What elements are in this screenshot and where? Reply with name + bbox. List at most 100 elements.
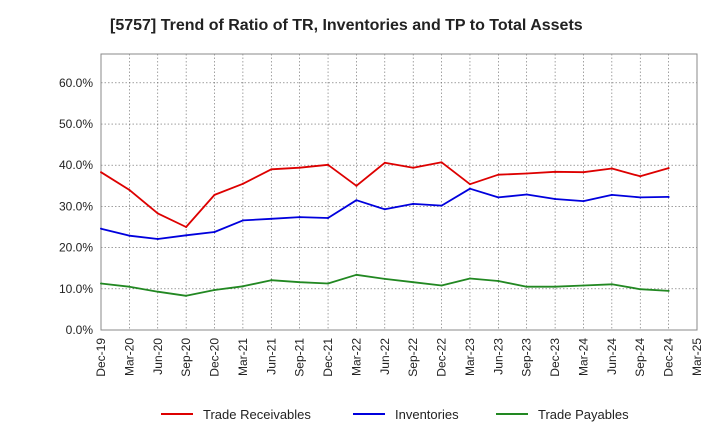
data-point	[582, 284, 585, 287]
x-tick-label: Mar-23	[463, 338, 477, 376]
x-tick-label: Sep-22	[406, 338, 420, 377]
data-point	[554, 170, 557, 173]
legend-item: Inventories	[353, 407, 459, 422]
data-point	[639, 196, 642, 199]
x-tick-label: Mar-21	[236, 338, 250, 376]
data-point	[412, 166, 415, 169]
data-point	[440, 284, 443, 287]
legend-label: Trade Receivables	[203, 407, 311, 422]
data-point	[412, 281, 415, 284]
data-point	[213, 289, 216, 292]
data-point	[639, 288, 642, 291]
data-point	[327, 282, 330, 285]
x-tick-label: Jun-23	[491, 338, 505, 375]
data-point	[667, 167, 670, 170]
y-tick-label: 40.0%	[59, 158, 93, 172]
data-point	[298, 166, 301, 169]
data-point	[582, 171, 585, 174]
data-point	[525, 285, 528, 288]
series-trade-receivables	[100, 161, 670, 229]
x-tick-label: Jun-20	[151, 338, 165, 375]
data-point	[440, 204, 443, 207]
data-point	[270, 217, 273, 220]
data-point	[241, 219, 244, 222]
data-point	[128, 188, 131, 191]
data-point	[610, 193, 613, 196]
data-point	[270, 279, 273, 282]
data-point	[156, 212, 159, 215]
series-inventories	[100, 187, 670, 240]
chart-title: [5757] Trend of Ratio of TR, Inventories…	[110, 17, 583, 34]
y-tick-label: 20.0%	[59, 241, 93, 255]
data-point	[525, 172, 528, 175]
data-point	[554, 285, 557, 288]
x-tick-label: Dec-24	[662, 338, 676, 377]
data-point	[667, 195, 670, 198]
data-point	[128, 234, 131, 237]
x-tick-label: Sep-20	[179, 338, 193, 377]
y-tick-label: 30.0%	[59, 199, 93, 213]
x-tick-label: Sep-21	[293, 338, 307, 377]
x-tick-label: Mar-22	[349, 338, 363, 376]
data-point	[468, 183, 471, 186]
y-tick-label: 10.0%	[59, 282, 93, 296]
series-group	[100, 161, 670, 297]
data-point	[667, 289, 670, 292]
data-point	[156, 290, 159, 293]
legend-item: Trade Receivables	[161, 407, 311, 422]
x-tick-label: Dec-20	[208, 338, 222, 377]
data-point	[383, 277, 386, 280]
data-point	[327, 163, 330, 166]
data-point	[100, 282, 102, 285]
x-tick-label: Dec-22	[435, 338, 449, 377]
legend: Trade Receivables Inventories Trade Payabl…	[161, 407, 629, 422]
x-tick-label: Jun-21	[264, 338, 278, 375]
data-point	[270, 168, 273, 171]
x-tick-label: Jun-24	[605, 338, 619, 375]
x-tick-label: Jun-22	[378, 338, 392, 375]
data-point	[298, 216, 301, 219]
data-point	[327, 216, 330, 219]
x-tick-label: Mar-24	[576, 338, 590, 376]
x-tick-label: Sep-23	[520, 338, 534, 377]
data-point	[468, 187, 471, 190]
x-axis: Dec-19 Mar-20 Jun-20 Sep-20 Dec-20 Mar-21 Jun-…	[94, 338, 704, 377]
x-tick-label: Dec-23	[548, 338, 562, 377]
data-point	[497, 173, 500, 176]
data-point	[355, 184, 358, 187]
data-point	[298, 281, 301, 284]
x-tick-label: Dec-21	[321, 338, 335, 377]
data-point	[185, 226, 188, 229]
data-point	[185, 234, 188, 237]
y-tick-label: 50.0%	[59, 117, 93, 131]
data-point	[355, 273, 358, 276]
data-point	[383, 161, 386, 164]
data-point	[440, 161, 443, 164]
data-point	[468, 277, 471, 280]
legend-label: Trade Payables	[538, 407, 629, 422]
data-point	[639, 175, 642, 178]
data-point	[610, 167, 613, 170]
y-tick-label: 60.0%	[59, 76, 93, 90]
y-axis: 0.0% 10.0% 20.0% 30.0% 40.0% 50.0% 60.0%	[59, 76, 93, 337]
y-tick-label: 0.0%	[66, 323, 94, 337]
data-point	[355, 199, 358, 202]
data-point	[128, 285, 131, 288]
data-point	[497, 279, 500, 282]
legend-item: Trade Payables	[496, 407, 629, 422]
data-point	[582, 200, 585, 203]
data-point	[156, 237, 159, 240]
data-point	[213, 230, 216, 233]
data-point	[213, 193, 216, 196]
legend-label: Inventories	[395, 407, 459, 422]
data-point	[100, 171, 102, 174]
data-point	[497, 196, 500, 199]
x-tick-label: Dec-19	[94, 338, 108, 377]
data-point	[185, 294, 188, 297]
data-point	[241, 182, 244, 185]
plot-frame	[100, 53, 698, 331]
data-point	[383, 208, 386, 211]
series-trade-payables	[100, 273, 670, 297]
